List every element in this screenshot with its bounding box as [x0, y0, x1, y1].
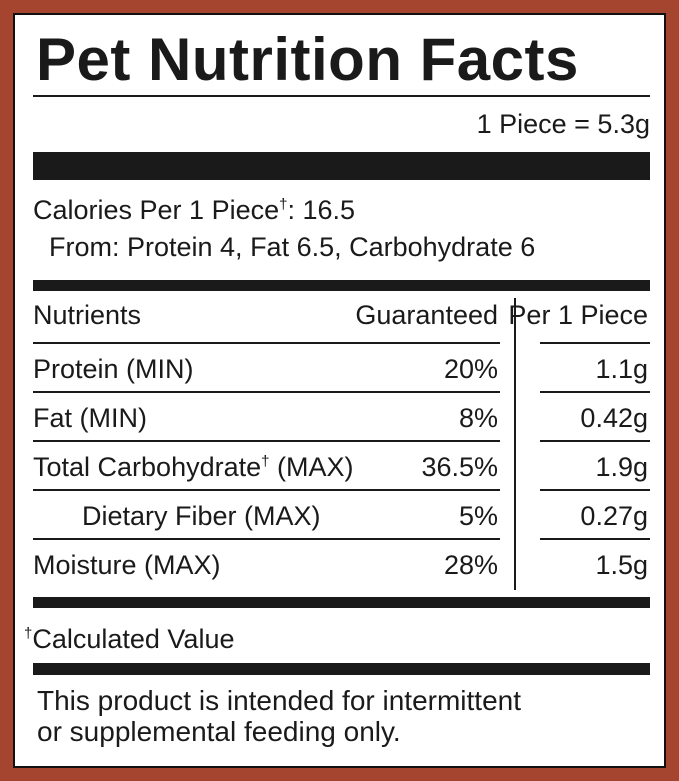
row-rule — [33, 538, 500, 540]
row-rule — [540, 538, 650, 540]
thick-bar — [33, 280, 650, 291]
row-rule — [540, 342, 650, 344]
nutrient-name: Fat (MIN) — [33, 405, 147, 432]
calories-from: From: Protein 4, Fat 6.5, Carbohydrate 6 — [49, 232, 536, 262]
guaranteed: 8% — [458, 403, 498, 433]
guaranteed: 20% — [443, 354, 498, 384]
calories-label: Calories Per 1 Piece — [33, 195, 280, 225]
per-piece: 1.9g — [595, 452, 648, 482]
column-divider — [514, 298, 516, 590]
calories: Calories Per 1 Piece†: 16.5 — [33, 197, 355, 224]
qualifier: (MAX) — [269, 452, 354, 482]
thick-bar — [33, 663, 650, 675]
nutrient-name: Moisture (MAX) — [33, 552, 221, 579]
dagger: † — [24, 625, 33, 642]
rule — [33, 95, 650, 97]
nutrient: Dietary Fiber (MAX) — [82, 501, 321, 531]
thick-bar — [33, 597, 650, 608]
column-header: Nutrients — [33, 300, 142, 330]
row-rule — [33, 489, 500, 491]
per-piece: 1.5g — [595, 550, 648, 580]
panel — [13, 13, 666, 768]
guaranteed: 28% — [443, 550, 498, 580]
calories-value: : 16.5 — [287, 195, 356, 225]
dagger: † — [261, 453, 270, 470]
guaranteed: 36.5% — [421, 452, 498, 482]
nutrient-name: Total Carbohydrate† (MAX) — [33, 454, 353, 481]
nutrient: Total Carbohydrate — [33, 452, 262, 482]
nutrient-name: Protein (MIN) — [33, 356, 194, 383]
row-rule — [540, 440, 650, 442]
row-rule — [540, 489, 650, 491]
row-rule — [33, 342, 500, 344]
thick-bar — [33, 152, 650, 180]
dagger: † — [279, 196, 288, 213]
row-rule — [33, 440, 500, 442]
title: Pet Nutrition Facts — [36, 26, 579, 93]
per-piece: 0.27g — [580, 501, 648, 531]
row-rule — [33, 391, 500, 393]
nutrient: Fat (MIN) — [33, 403, 147, 433]
row-rule — [540, 391, 650, 393]
disclaimer-line: This product is intended for intermitten… — [37, 685, 522, 716]
disclaimer-line: or supplemental feeding only. — [37, 716, 401, 747]
footnote: †Calculated Value — [24, 626, 234, 653]
per-piece: 1.1g — [595, 354, 648, 384]
nutrient: Protein (MIN) — [33, 354, 194, 384]
footnote-text: Calculated Value — [32, 624, 235, 654]
per-piece: 0.42g — [580, 403, 648, 433]
column-header: Per 1 Piece — [508, 300, 648, 330]
column-header: Guaranteed — [355, 300, 498, 330]
serving: 1 Piece = 5.3g — [476, 109, 650, 139]
guaranteed: 5% — [458, 501, 498, 531]
nutrient-name: Dietary Fiber (MAX) — [82, 503, 321, 530]
nutrient: Moisture (MAX) — [33, 550, 221, 580]
